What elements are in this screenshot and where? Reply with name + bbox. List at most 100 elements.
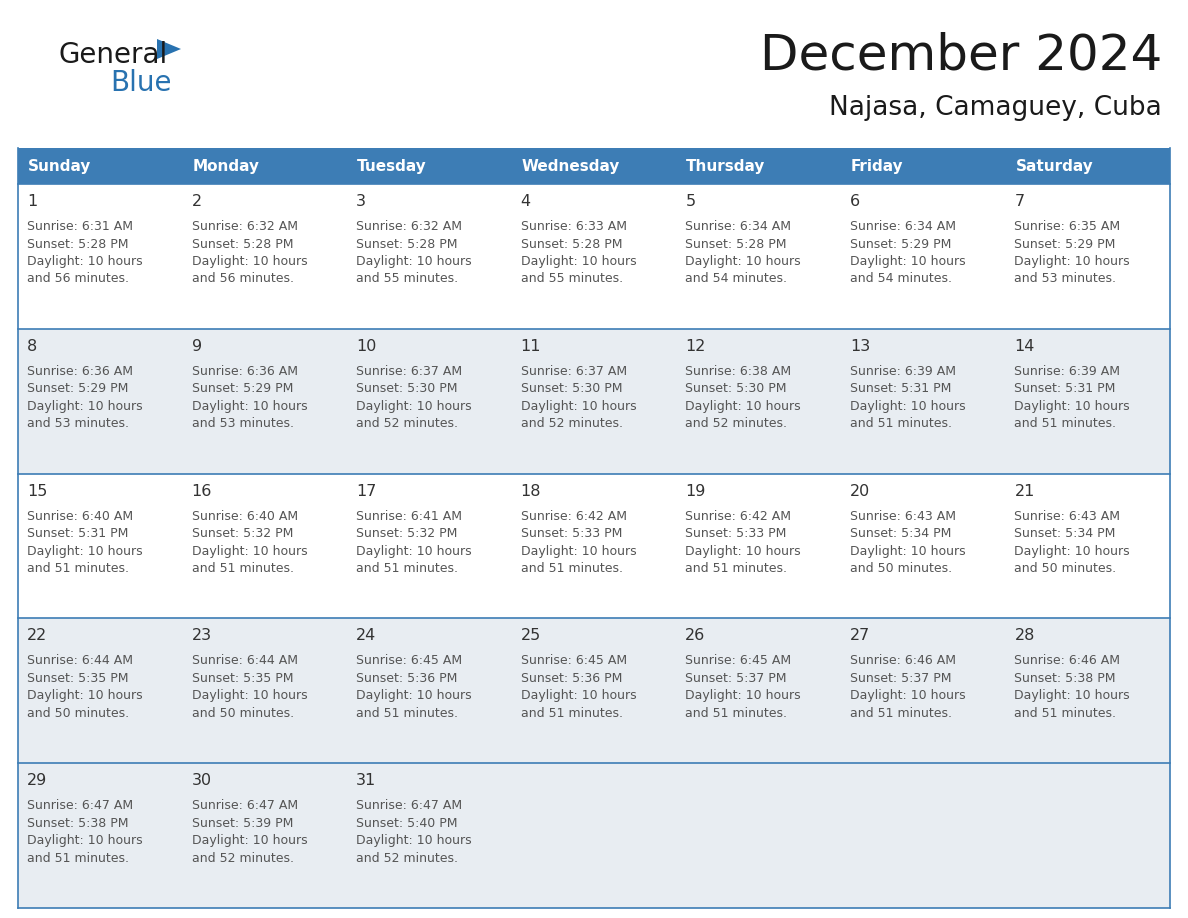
Text: 23: 23 — [191, 629, 211, 644]
Text: Daylight: 10 hours: Daylight: 10 hours — [1015, 255, 1130, 268]
Text: and 55 minutes.: and 55 minutes. — [356, 273, 459, 285]
Text: Daylight: 10 hours: Daylight: 10 hours — [27, 255, 143, 268]
Text: Sunset: 5:34 PM: Sunset: 5:34 PM — [1015, 527, 1116, 540]
Text: and 53 minutes.: and 53 minutes. — [191, 418, 293, 431]
Text: Blue: Blue — [110, 69, 171, 97]
Text: and 55 minutes.: and 55 minutes. — [520, 273, 623, 285]
Polygon shape — [157, 39, 181, 59]
Text: Daylight: 10 hours: Daylight: 10 hours — [191, 689, 308, 702]
Bar — [183, 148, 347, 184]
Text: Sunrise: 6:45 AM: Sunrise: 6:45 AM — [520, 655, 627, 667]
Text: and 51 minutes.: and 51 minutes. — [27, 852, 129, 865]
Text: Sunset: 5:36 PM: Sunset: 5:36 PM — [520, 672, 623, 685]
Text: Sunrise: 6:34 AM: Sunrise: 6:34 AM — [685, 220, 791, 233]
Text: Monday: Monday — [192, 159, 259, 174]
Text: Sunset: 5:28 PM: Sunset: 5:28 PM — [685, 238, 786, 251]
Text: Sunrise: 6:34 AM: Sunrise: 6:34 AM — [849, 220, 956, 233]
Text: 2: 2 — [191, 194, 202, 209]
Text: Sunrise: 6:44 AM: Sunrise: 6:44 AM — [191, 655, 297, 667]
Text: and 50 minutes.: and 50 minutes. — [1015, 562, 1117, 575]
Text: Sunset: 5:34 PM: Sunset: 5:34 PM — [849, 527, 952, 540]
Text: Daylight: 10 hours: Daylight: 10 hours — [1015, 689, 1130, 702]
Text: and 53 minutes.: and 53 minutes. — [1015, 273, 1117, 285]
Text: 8: 8 — [27, 339, 37, 353]
Text: Sunrise: 6:47 AM: Sunrise: 6:47 AM — [191, 800, 298, 812]
Text: and 56 minutes.: and 56 minutes. — [27, 273, 129, 285]
Text: and 51 minutes.: and 51 minutes. — [849, 418, 952, 431]
Text: Daylight: 10 hours: Daylight: 10 hours — [27, 400, 143, 413]
Text: and 51 minutes.: and 51 minutes. — [520, 707, 623, 720]
Text: Daylight: 10 hours: Daylight: 10 hours — [520, 255, 637, 268]
Bar — [18, 148, 183, 184]
Text: Sunset: 5:31 PM: Sunset: 5:31 PM — [1015, 382, 1116, 396]
Text: Daylight: 10 hours: Daylight: 10 hours — [520, 689, 637, 702]
Text: Daylight: 10 hours: Daylight: 10 hours — [356, 400, 472, 413]
Text: Sunset: 5:39 PM: Sunset: 5:39 PM — [191, 817, 293, 830]
Text: Daylight: 10 hours: Daylight: 10 hours — [191, 544, 308, 557]
Text: Daylight: 10 hours: Daylight: 10 hours — [191, 400, 308, 413]
Text: Sunset: 5:37 PM: Sunset: 5:37 PM — [685, 672, 786, 685]
Text: Daylight: 10 hours: Daylight: 10 hours — [1015, 400, 1130, 413]
Text: and 52 minutes.: and 52 minutes. — [356, 418, 459, 431]
Text: Daylight: 10 hours: Daylight: 10 hours — [356, 544, 472, 557]
Text: Daylight: 10 hours: Daylight: 10 hours — [27, 689, 143, 702]
Text: Sunset: 5:28 PM: Sunset: 5:28 PM — [356, 238, 457, 251]
Text: 17: 17 — [356, 484, 377, 498]
Text: Sunrise: 6:41 AM: Sunrise: 6:41 AM — [356, 509, 462, 522]
Text: Daylight: 10 hours: Daylight: 10 hours — [520, 400, 637, 413]
Text: Sunset: 5:29 PM: Sunset: 5:29 PM — [27, 382, 128, 396]
Text: Sunset: 5:35 PM: Sunset: 5:35 PM — [27, 672, 128, 685]
Text: and 50 minutes.: and 50 minutes. — [191, 707, 293, 720]
Text: 12: 12 — [685, 339, 706, 353]
Text: 7: 7 — [1015, 194, 1024, 209]
Text: Sunset: 5:33 PM: Sunset: 5:33 PM — [685, 527, 786, 540]
Text: 20: 20 — [849, 484, 870, 498]
Text: Daylight: 10 hours: Daylight: 10 hours — [849, 544, 966, 557]
Text: and 51 minutes.: and 51 minutes. — [1015, 707, 1117, 720]
Text: Sunset: 5:31 PM: Sunset: 5:31 PM — [849, 382, 952, 396]
Text: Daylight: 10 hours: Daylight: 10 hours — [520, 544, 637, 557]
Text: Sunset: 5:36 PM: Sunset: 5:36 PM — [356, 672, 457, 685]
Text: Sunrise: 6:40 AM: Sunrise: 6:40 AM — [27, 509, 133, 522]
Text: and 51 minutes.: and 51 minutes. — [685, 707, 788, 720]
Text: Daylight: 10 hours: Daylight: 10 hours — [685, 689, 801, 702]
Text: Sunrise: 6:46 AM: Sunrise: 6:46 AM — [849, 655, 956, 667]
Text: General: General — [58, 41, 168, 69]
Text: Sunrise: 6:39 AM: Sunrise: 6:39 AM — [849, 364, 956, 378]
Text: Sunset: 5:29 PM: Sunset: 5:29 PM — [849, 238, 952, 251]
Text: Sunrise: 6:37 AM: Sunrise: 6:37 AM — [520, 364, 627, 378]
Text: and 51 minutes.: and 51 minutes. — [27, 562, 129, 575]
Text: 27: 27 — [849, 629, 870, 644]
Text: Daylight: 10 hours: Daylight: 10 hours — [849, 689, 966, 702]
Text: and 52 minutes.: and 52 minutes. — [520, 418, 623, 431]
Text: 11: 11 — [520, 339, 542, 353]
Text: Sunrise: 6:47 AM: Sunrise: 6:47 AM — [27, 800, 133, 812]
Text: Sunset: 5:35 PM: Sunset: 5:35 PM — [191, 672, 293, 685]
Text: Daylight: 10 hours: Daylight: 10 hours — [1015, 544, 1130, 557]
Bar — [18, 184, 1170, 329]
Text: Daylight: 10 hours: Daylight: 10 hours — [356, 689, 472, 702]
Text: Sunset: 5:29 PM: Sunset: 5:29 PM — [1015, 238, 1116, 251]
Text: Daylight: 10 hours: Daylight: 10 hours — [849, 255, 966, 268]
Bar — [347, 148, 512, 184]
Text: 25: 25 — [520, 629, 541, 644]
Text: Sunset: 5:30 PM: Sunset: 5:30 PM — [685, 382, 786, 396]
Text: 24: 24 — [356, 629, 377, 644]
Text: and 51 minutes.: and 51 minutes. — [356, 562, 459, 575]
Text: Sunrise: 6:35 AM: Sunrise: 6:35 AM — [1015, 220, 1120, 233]
Text: Daylight: 10 hours: Daylight: 10 hours — [27, 834, 143, 847]
Text: Sunset: 5:30 PM: Sunset: 5:30 PM — [356, 382, 457, 396]
Text: and 54 minutes.: and 54 minutes. — [849, 273, 952, 285]
Text: Sunrise: 6:33 AM: Sunrise: 6:33 AM — [520, 220, 627, 233]
Bar — [1005, 148, 1170, 184]
Text: 15: 15 — [27, 484, 48, 498]
Text: Sunrise: 6:32 AM: Sunrise: 6:32 AM — [191, 220, 297, 233]
Text: 9: 9 — [191, 339, 202, 353]
Text: Sunrise: 6:37 AM: Sunrise: 6:37 AM — [356, 364, 462, 378]
Text: Sunrise: 6:42 AM: Sunrise: 6:42 AM — [685, 509, 791, 522]
Bar — [18, 474, 1170, 619]
Text: Najasa, Camaguey, Cuba: Najasa, Camaguey, Cuba — [829, 95, 1162, 121]
Text: and 52 minutes.: and 52 minutes. — [685, 418, 788, 431]
Text: 16: 16 — [191, 484, 211, 498]
Text: 5: 5 — [685, 194, 695, 209]
